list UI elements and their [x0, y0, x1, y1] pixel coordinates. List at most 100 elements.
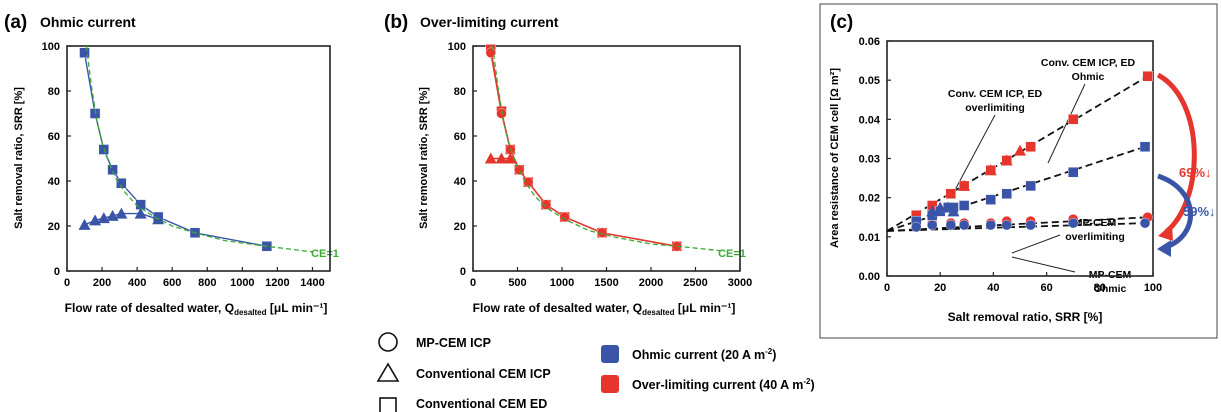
point-triangle — [484, 152, 497, 164]
x-tick-label: 2500 — [683, 277, 707, 289]
legend: MP-CEM ICP Conventional CEM ICP Conventi… — [376, 332, 815, 412]
y-tick-label: 20 — [454, 221, 466, 233]
trendline — [886, 222, 1146, 232]
svg-text:Ohmic: Ohmic — [1072, 71, 1105, 83]
legend-shape-circle: MP-CEM ICP — [378, 332, 491, 352]
point-circle — [945, 219, 957, 231]
point-square — [1025, 141, 1036, 152]
legend-red-swatch — [601, 375, 619, 393]
annotation-mp-over: MP-CEM overlimiting — [1065, 217, 1125, 243]
y-tick-label: 40 — [48, 176, 60, 188]
x-tick-label: 3000 — [728, 277, 752, 289]
legend-label: Conventional CEM ED — [416, 397, 547, 411]
annotation-conv-ohmic: Conv. CEM ICP, ED Ohmic — [1041, 57, 1136, 83]
svg-text:Conv. CEM ICP, ED: Conv. CEM ICP, ED — [1041, 57, 1136, 69]
plot-frame — [66, 45, 331, 272]
ce-curve — [85, 45, 313, 253]
legend-label: Over-limiting current (40 A m-2) — [632, 377, 815, 392]
panel-a-xlabel: Flow rate of desalted water, Qdesalted [… — [65, 301, 328, 317]
y-tick-label: 60 — [48, 131, 60, 143]
panel-c-ylabel: Area resistance of CEM cell [Ω m²] — [829, 68, 841, 248]
y-tick-label: 60 — [454, 131, 466, 143]
y-tick-label: 0.04 — [859, 114, 881, 126]
x-tick-label: 1200 — [265, 277, 289, 289]
y-tick-label: 80 — [454, 86, 466, 98]
point-circle — [559, 211, 570, 223]
y-tick-label: 0.03 — [859, 154, 880, 166]
point-square — [1139, 141, 1151, 152]
point-triangle — [1000, 154, 1013, 166]
x-tick-label: 60 — [1040, 282, 1052, 294]
svg-text:overlimiting: overlimiting — [1065, 231, 1125, 243]
panel-b-letter: (b) — [384, 12, 408, 33]
panel-c-xlabel: Salt removal ratio, SRR [%] — [948, 310, 1103, 324]
panel-b-xlabel: Flow rate of desalted water, Qdesalted [… — [473, 301, 736, 317]
point-triangle — [78, 218, 91, 230]
point-square — [1025, 180, 1036, 192]
y-tick-label: 100 — [448, 41, 466, 53]
x-tick-label: 1400 — [300, 277, 324, 289]
legend-shape-square: Conventional CEM ED — [379, 397, 547, 412]
panel-c: (c) Area resistance of CEM cell [Ω m²] S… — [819, 3, 1218, 339]
point-triangle — [934, 201, 947, 213]
point-square — [1067, 167, 1079, 178]
point-triangle — [115, 207, 128, 219]
panel-b-ylabel: Salt removal ratio, SRR [%] — [418, 87, 430, 229]
reduction-arrow-blue-head — [1157, 240, 1171, 257]
point-circle — [985, 219, 996, 231]
x-tick-label: 40 — [987, 282, 999, 294]
point-triangle — [926, 205, 939, 217]
y-tick-label: 0.00 — [859, 271, 880, 283]
x-tick-label: 600 — [163, 277, 181, 289]
x-tick-label: 100 — [1144, 282, 1162, 294]
panel-a-letter: (a) — [4, 12, 27, 33]
pointer-conv-over — [954, 114, 996, 191]
point-circle — [911, 221, 922, 233]
x-tick-label: 0 — [470, 277, 476, 289]
x-tick-label: 1500 — [594, 277, 618, 289]
legend-color-blue: Ohmic current (20 A m-2) — [601, 345, 776, 363]
point-triangle — [134, 207, 147, 219]
point-square — [1067, 114, 1079, 125]
series-line — [490, 49, 677, 247]
reduction-arrow-blue — [1157, 173, 1193, 250]
ce-curve — [491, 45, 723, 252]
legend-circle-marker — [378, 332, 398, 352]
point-square — [985, 194, 996, 205]
point-triangle — [1014, 144, 1026, 156]
y-tick-label: 80 — [48, 86, 60, 98]
point-square — [958, 200, 970, 211]
point-square — [1001, 188, 1012, 199]
legend-color-red: Over-limiting current (40 A m-2) — [601, 375, 815, 393]
y-tick-label: 0.01 — [859, 232, 880, 244]
point-triangle — [106, 209, 119, 221]
panel-b-plot: 0 500 1000 1500 2000 2500 3000 0 20 40 60 80 100 — [448, 41, 753, 289]
point-triangle — [504, 152, 517, 164]
panel-c-letter: (c) — [830, 12, 853, 33]
x-tick-label: 2000 — [639, 277, 663, 289]
point-square — [945, 188, 957, 199]
reduction-arrow-red-head — [1158, 224, 1173, 241]
series-line — [490, 52, 677, 247]
svg-text:Ohmic: Ohmic — [1094, 283, 1127, 295]
reduction-arrow-red — [1156, 72, 1197, 234]
point-square — [116, 178, 127, 189]
svg-text:MP-CEM: MP-CEM — [1074, 217, 1117, 229]
panel-b-ce-label: CE=1 — [718, 248, 746, 260]
x-tick-label: 500 — [508, 277, 526, 289]
legend-shape-triangle: Conventional CEM ICP — [376, 362, 551, 382]
panel-a-plot: 0 200 400 600 800 1000 1200 1400 0 20 40 60 80 100 — [42, 41, 331, 289]
reduction-label-red: 69%↓ — [1179, 165, 1212, 180]
y-tick-label: 0.06 — [859, 36, 880, 48]
svg-text:MP-CEM: MP-CEM — [1089, 269, 1132, 281]
legend-blue-swatch — [601, 345, 619, 363]
point-square — [107, 164, 118, 175]
point-square — [1142, 71, 1153, 82]
panel-b: (b) Over-limiting current Salt removal r… — [384, 12, 752, 317]
annotation-conv-over: Conv. CEM ICP, ED overlimiting — [948, 88, 1043, 114]
x-tick-label: 1000 — [230, 277, 254, 289]
x-tick-label: 0 — [884, 282, 890, 294]
svg-text:overlimiting: overlimiting — [965, 102, 1025, 114]
svg-text:Conv. CEM ICP, ED: Conv. CEM ICP, ED — [948, 88, 1043, 100]
